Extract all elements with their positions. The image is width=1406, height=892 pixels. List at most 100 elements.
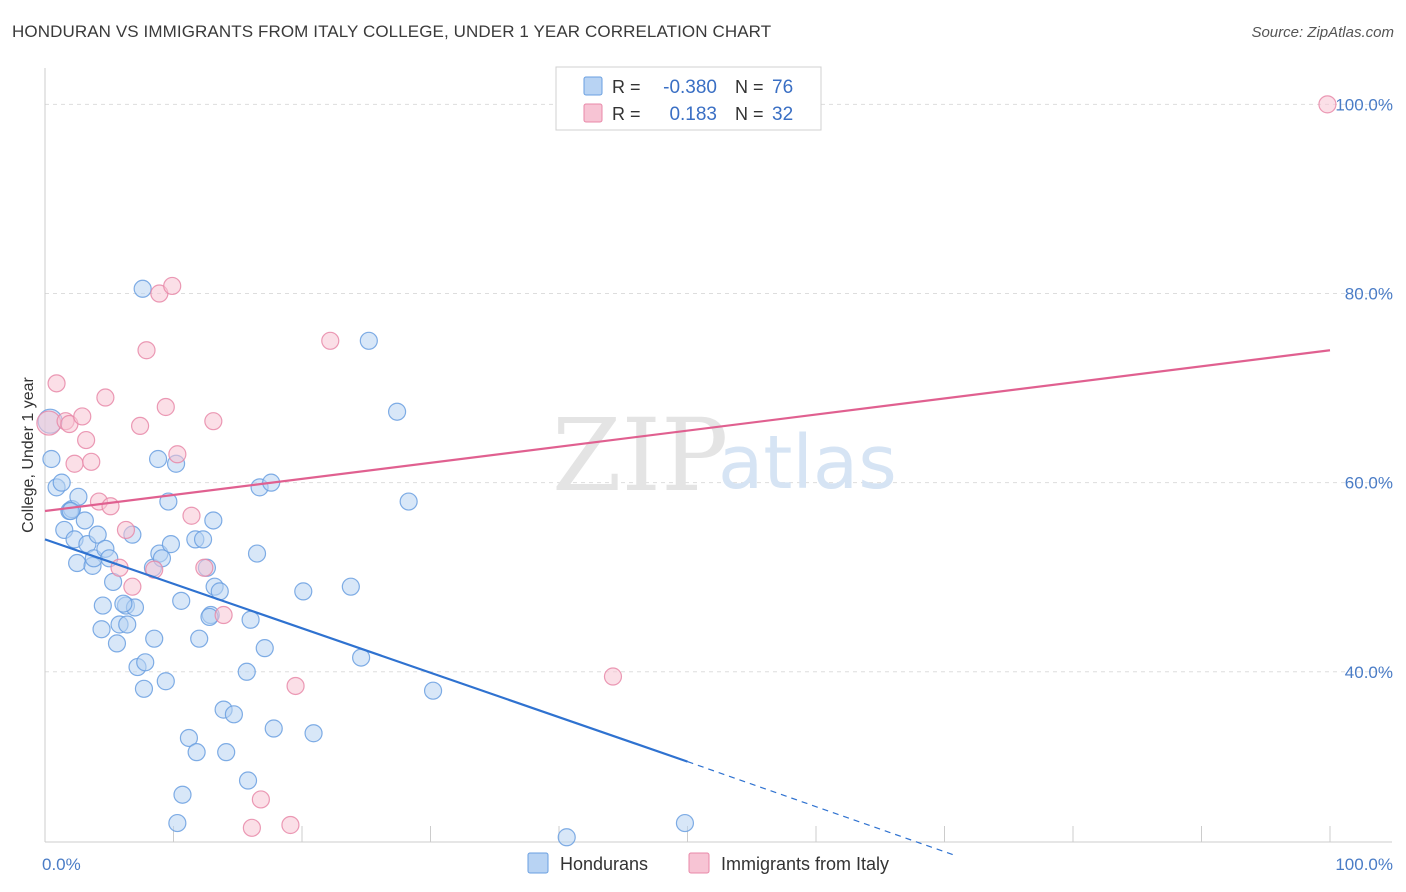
chart-title: HONDURAN VS IMMIGRANTS FROM ITALY COLLEG… [12,22,772,41]
legend-n-label: N = [735,104,764,124]
point-honduran [399,492,418,511]
legend-swatch-hondurans [583,76,603,96]
point-honduran [423,681,443,700]
point-italy [156,397,175,417]
trend-line-hondurans [44,538,688,763]
trend-line-hondurans-extension [687,761,958,857]
point-italy [96,388,115,407]
legend-top: R = -0.380 N = 76 R = 0.183 N = 32 [555,66,822,131]
legend-swatch-hondurans [527,852,549,874]
point-honduran [217,743,236,762]
point-honduran [304,724,323,743]
point-honduran [92,620,111,639]
point-italy [82,452,101,471]
point-honduran [68,553,87,573]
point-honduran [264,719,283,738]
point-honduran [341,577,360,596]
point-honduran [179,728,199,748]
point-honduran [159,492,178,511]
legend-n-value: 76 [772,77,793,98]
legend-swatch-italy [583,103,603,123]
point-honduran [93,596,112,615]
point-italy [251,790,270,809]
point-italy [123,577,142,596]
grid-lines [45,103,1392,673]
point-honduran [241,610,260,629]
point-honduran [675,813,695,833]
point-honduran [238,771,258,790]
scatter-points [36,95,1337,847]
point-honduran [173,785,192,804]
point-honduran [255,639,274,658]
point-honduran [118,615,137,634]
y-tick-label: 80.0% [1345,285,1393,304]
point-italy [195,558,214,577]
y-axis-title: College, Under 1 year [20,377,37,533]
point-honduran [75,511,94,530]
point-honduran [359,331,378,350]
point-honduran [168,813,187,833]
x-tick-labels: 0.0% 100.0% [42,855,1393,874]
y-tick-label: 60.0% [1345,474,1393,493]
point-italy [603,667,623,686]
point-honduran [172,591,191,610]
point-italy [47,374,66,393]
point-italy [182,506,201,525]
y-tick-labels: 40.0% 60.0% 80.0% 100.0% [1335,95,1393,681]
point-honduran [247,544,267,563]
point-honduran [114,594,133,613]
x-tick-label: 100.0% [1335,855,1393,874]
point-italy [77,430,96,450]
point-honduran [133,279,152,298]
point-honduran [161,535,181,554]
watermark: ZIP atlas [552,397,897,514]
point-honduran [69,487,88,506]
point-honduran [61,501,80,521]
watermark-atlas: atlas [718,420,897,506]
point-italy [286,676,305,696]
point-honduran [237,662,256,681]
point-honduran [387,402,407,421]
point-honduran [42,449,61,469]
point-honduran [187,743,206,762]
trend-line-italy [44,349,1331,513]
point-italy [101,497,120,516]
point-italy [321,331,340,350]
point-italy [73,407,92,426]
point-honduran [134,679,154,698]
point-italy [242,818,261,837]
point-honduran [145,629,164,648]
legend-bottom: Hondurans Immigrants from Italy [527,852,889,874]
watermark-zip: ZIP [552,397,728,514]
legend-swatch-italy [688,852,710,874]
point-italy [137,341,156,360]
point-italy [1318,95,1337,114]
trend-lines [44,349,1331,857]
legend-n-value: 32 [772,104,793,125]
legend-label-italy: Immigrants from Italy [721,854,889,874]
point-honduran [193,530,213,549]
point-honduran [136,653,155,672]
point-honduran [204,511,223,530]
y-tick-label: 100.0% [1335,95,1393,114]
point-honduran [148,449,168,469]
legend-label-hondurans: Hondurans [560,854,648,874]
point-italy [116,520,136,540]
point-honduran [190,629,209,648]
point-italy [168,445,187,464]
legend-r-label: R = [612,104,641,124]
legend-r-value: 0.183 [669,104,717,125]
point-honduran [52,473,71,492]
point-italy [214,605,233,625]
legend-r-value: -0.380 [663,77,717,98]
legend-r-label: R = [612,77,641,97]
point-honduran [294,582,313,601]
point-honduran [88,525,107,544]
point-italy [163,276,182,296]
legend-n-label: N = [735,77,764,97]
point-italy [65,454,84,473]
source-label: Source: ZipAtlas.com [1251,24,1394,41]
point-honduran [224,705,243,724]
point-honduran [156,672,175,691]
